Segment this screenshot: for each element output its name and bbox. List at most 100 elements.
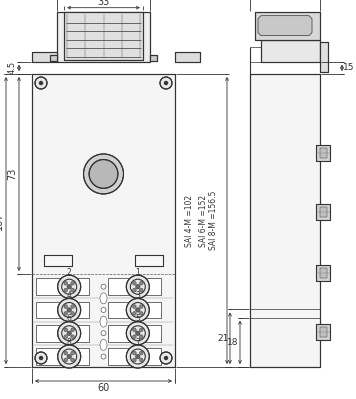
Bar [316,324,330,340]
Bar [316,204,330,220]
Circle shape [64,288,68,292]
Circle shape [35,352,47,364]
Circle shape [71,351,74,355]
Circle shape [132,312,136,315]
Circle shape [140,351,143,355]
Circle shape [132,328,136,332]
Circle shape [64,358,68,362]
Circle shape [39,356,43,360]
Bar [261,40,320,62]
Circle shape [126,298,149,322]
Circle shape [101,354,106,359]
Bar [320,207,327,217]
Bar [135,255,163,266]
Bar [316,204,330,220]
Circle shape [136,284,140,289]
Circle shape [71,288,74,292]
Bar [250,74,320,367]
Bar [108,279,161,295]
Circle shape [132,351,136,355]
Bar [44,255,72,266]
Circle shape [67,308,72,312]
Circle shape [39,81,43,85]
Circle shape [140,312,143,315]
Circle shape [71,328,74,332]
Text: SAI 6-M =152: SAI 6-M =152 [199,194,208,247]
Bar [175,52,200,62]
Bar [108,325,161,342]
Circle shape [35,77,47,89]
Circle shape [136,308,140,312]
Bar [64,12,143,60]
Text: 3: 3 [135,291,140,300]
Circle shape [136,331,140,336]
Circle shape [71,305,74,308]
Circle shape [64,312,68,315]
Circle shape [58,345,81,368]
Circle shape [160,352,172,364]
Circle shape [126,345,149,368]
Circle shape [64,305,68,308]
Bar [57,12,150,62]
Bar [57,12,150,62]
Bar [320,41,328,72]
Circle shape [64,328,68,332]
Circle shape [71,312,74,315]
Text: 8: 8 [67,338,72,346]
Circle shape [89,160,118,188]
Text: 4.5: 4.5 [7,61,16,74]
Polygon shape [258,16,312,36]
Bar [255,12,320,40]
Circle shape [64,335,68,338]
Text: 21: 21 [217,334,229,343]
Bar [36,325,89,342]
Bar [261,40,320,62]
Circle shape [136,354,140,359]
Circle shape [58,322,81,345]
Circle shape [140,328,143,332]
Bar [150,55,157,61]
Bar [64,12,143,60]
Bar [32,52,57,62]
Circle shape [132,281,136,285]
Bar [32,52,57,62]
Bar [316,265,330,281]
Bar [32,74,175,367]
Circle shape [67,354,72,359]
Circle shape [132,305,136,308]
Circle shape [71,358,74,362]
Bar [36,302,89,318]
Bar [320,148,327,158]
Bar [32,74,175,367]
Bar [36,348,89,365]
Text: 1: 1 [135,268,140,277]
Circle shape [140,358,143,362]
Circle shape [126,322,149,345]
Bar [316,324,330,340]
Circle shape [64,351,68,355]
Text: 2: 2 [67,268,72,277]
Bar [255,12,320,40]
Text: 5: 5 [135,314,140,323]
Circle shape [140,288,143,292]
Circle shape [101,331,106,336]
Bar [44,255,72,266]
Bar [320,41,328,72]
Circle shape [164,356,168,360]
Circle shape [58,275,81,298]
Text: SAI 4-M =102: SAI 4-M =102 [185,194,194,247]
Bar [50,55,57,61]
Circle shape [71,335,74,338]
Circle shape [58,298,81,322]
Text: 6: 6 [67,314,72,323]
Text: 73: 73 [7,168,17,180]
Circle shape [164,81,168,85]
Circle shape [67,331,72,336]
Bar [150,55,157,61]
Bar [250,74,320,367]
Circle shape [101,284,106,289]
Text: 33: 33 [98,0,110,7]
Circle shape [132,358,136,362]
Bar [135,255,163,266]
Bar [320,268,327,278]
